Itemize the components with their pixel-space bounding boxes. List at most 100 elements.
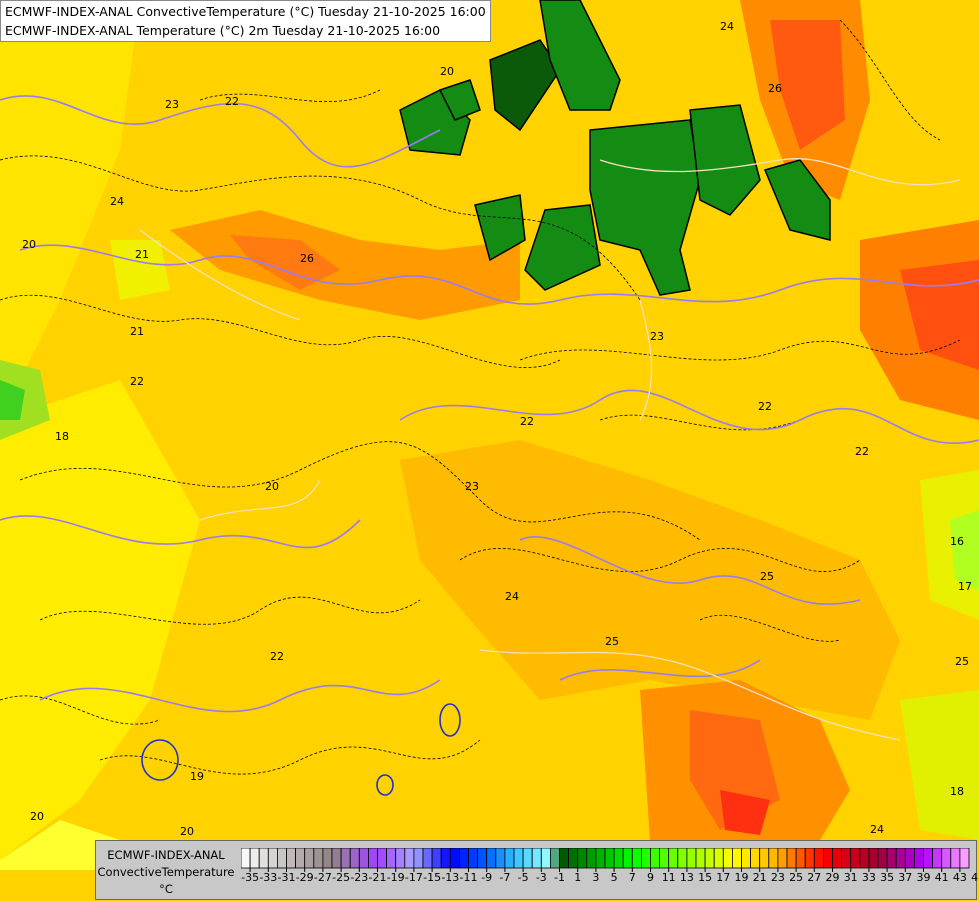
colorbar-tick-label: 35 <box>880 871 895 884</box>
colorbar-cell <box>267 848 278 869</box>
contour-label: 22 <box>758 400 772 413</box>
colorbar-cell <box>668 848 679 869</box>
legend-model: ECMWF-INDEX-ANAL <box>107 848 225 862</box>
colorbar-cell <box>313 848 324 869</box>
colorbar-cell <box>731 848 742 869</box>
colorbar-cell <box>813 848 824 869</box>
colorbar-tick-label: -15 <box>423 871 442 884</box>
contour-label: 20 <box>265 480 279 493</box>
colorbar-cell <box>640 848 651 869</box>
colorbar-tick-label: 19 <box>734 871 749 884</box>
contour-label: 24 <box>720 20 734 33</box>
legend-label: ECMWF-INDEX-ANAL ConvectiveTemperature °… <box>96 841 236 901</box>
colorbar-cell <box>295 848 306 869</box>
colorbar-tick-label: -33 <box>259 871 278 884</box>
colorbar-cell <box>950 848 961 869</box>
colorbar-tick-label: -17 <box>404 871 423 884</box>
colorbar-cell <box>486 848 497 869</box>
colorbar-cell <box>249 848 260 869</box>
colorbar-cell <box>368 848 378 869</box>
colorbar-cell <box>823 848 833 869</box>
colorbar-cell <box>713 848 724 869</box>
colorbar-cell <box>431 848 442 869</box>
colorbar-tick-label: 31 <box>843 871 858 884</box>
colorbar-tick-label: -35 <box>241 871 260 884</box>
colorbar-cell <box>304 848 315 869</box>
colorbar-cell <box>932 848 943 869</box>
colorbar-cell <box>377 848 388 869</box>
colorbar-tick-label: 39 <box>916 871 931 884</box>
contour-label: 24 <box>110 195 124 208</box>
colorbar-tick-label: -25 <box>332 871 351 884</box>
colorbar-cell <box>458 848 469 869</box>
colorbar-cell <box>631 848 642 869</box>
colorbar-cell <box>804 848 815 869</box>
colorbar-cell <box>677 848 688 869</box>
colorbar-cell <box>841 848 852 869</box>
colorbar-cell <box>604 848 615 869</box>
contour-label: 25 <box>605 635 619 648</box>
colorbar-cell <box>404 848 415 869</box>
contour-lines-dashed <box>0 19 961 775</box>
colorbar-cell <box>595 848 606 869</box>
colorbar-tick-label: 29 <box>825 871 840 884</box>
colorbar-cell <box>322 848 333 869</box>
colorbar-cell <box>477 848 488 869</box>
colorbar-tick-label: 37 <box>898 871 913 884</box>
colorbar-cell <box>886 848 897 869</box>
colorbar-cell <box>531 848 542 869</box>
title-line-convective: ECMWF-INDEX-ANAL ConvectiveTemperature (… <box>5 4 486 19</box>
contour-label: 21 <box>130 325 144 338</box>
colorbar-tick-label: 43 <box>952 871 967 884</box>
colorbar-cell <box>795 848 806 869</box>
contour-label: 20 <box>30 810 44 823</box>
colorbar-cell <box>659 848 670 869</box>
colorbar-cell <box>340 848 351 869</box>
colorbar-cell <box>722 848 733 869</box>
colorbar-cell <box>777 848 788 869</box>
legend-parameter: ConvectiveTemperature <box>97 865 235 879</box>
colorbar-cell <box>241 848 251 869</box>
colorbar-cell <box>704 848 715 869</box>
colorbar-cell <box>395 848 406 869</box>
contour-label: 16 <box>950 535 964 548</box>
colorbar-tick-label: -31 <box>277 871 296 884</box>
title-line-temperature: ECMWF-INDEX-ANAL Temperature (°C) 2m Tue… <box>5 23 441 38</box>
contour-label: 24 <box>870 823 884 836</box>
legend-unit: °C <box>159 882 173 896</box>
colorbar-cell <box>622 848 633 869</box>
colorbar-tick-label: -21 <box>368 871 387 884</box>
colorbar-tick-label: -9 <box>481 871 493 884</box>
colorbar-cell <box>741 848 752 869</box>
contour-label: 25 <box>760 570 774 583</box>
colorbar-cell <box>959 848 970 869</box>
colorbar-tick-label: -13 <box>441 871 460 884</box>
contour-label: 23 <box>650 330 664 343</box>
contour-label: 22 <box>225 95 239 108</box>
colorbar-cell <box>877 848 888 869</box>
colorbar-cell <box>786 848 797 869</box>
colorbar-cell <box>358 848 369 869</box>
colorbar-cell <box>495 848 506 869</box>
contour-label: 18 <box>950 785 964 798</box>
green-convective-areas <box>399 0 831 296</box>
colorbar-tick-label: -11 <box>459 871 478 884</box>
colorbar-tick-label: 33 <box>861 871 876 884</box>
colorbar-cell <box>904 848 915 869</box>
colorbar-cell <box>568 848 579 869</box>
contour-label: 23 <box>165 98 179 111</box>
colorbar-tick-label: -23 <box>350 871 369 884</box>
colorbar-cell <box>586 848 597 869</box>
colorbar-tick-label: -1 <box>554 871 565 884</box>
colorbar-cell <box>577 848 588 869</box>
colorbar-cell <box>468 848 479 869</box>
colorbar-cell <box>413 848 424 869</box>
color-legend: ECMWF-INDEX-ANAL ConvectiveTemperature °… <box>95 840 979 901</box>
contour-label: 21 <box>135 248 149 261</box>
contour-lines-purple <box>0 95 979 796</box>
colorbar-cell <box>768 848 779 869</box>
contour-label: 26 <box>768 82 782 95</box>
colorbar-cell <box>832 848 843 869</box>
colorbar-cell <box>440 848 451 869</box>
